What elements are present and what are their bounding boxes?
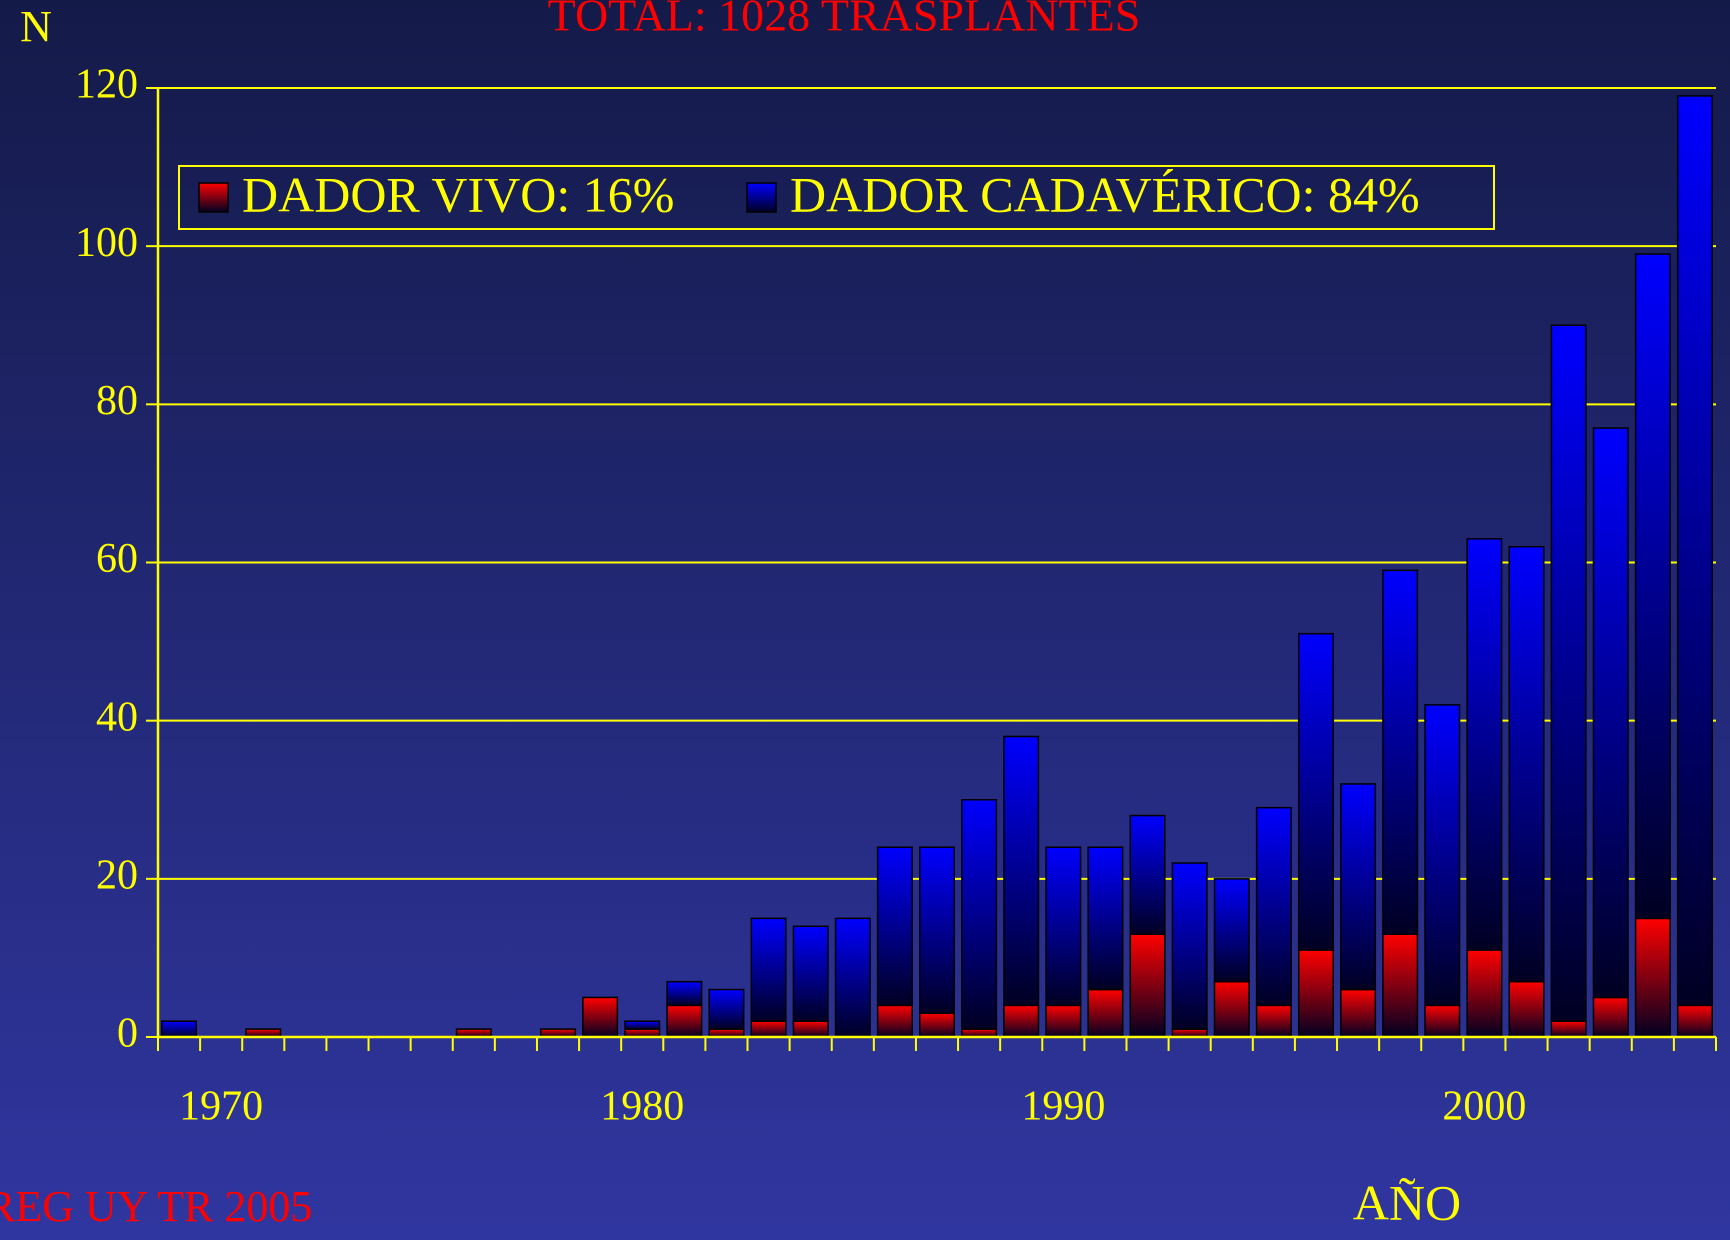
- bar-segment: [1550, 324, 1587, 1022]
- x-axis-label: AÑO: [1353, 1174, 1461, 1230]
- bar-segment: [1003, 1004, 1040, 1038]
- bar-segment: [918, 846, 956, 1015]
- bar-segment: [1424, 704, 1461, 1007]
- bar-segment: [1045, 846, 1082, 1007]
- bar-segment: [1466, 949, 1503, 1038]
- bar-segment: [1508, 545, 1545, 983]
- bar-segment: [666, 1004, 703, 1038]
- bar-segment: [876, 846, 913, 1007]
- x-tick-label: 1970: [179, 1084, 263, 1130]
- x-tick-label: 1990: [1021, 1084, 1105, 1130]
- bar-segment: [792, 925, 829, 1022]
- bar-segment: [1297, 949, 1334, 1038]
- bar-segment: [708, 988, 745, 1030]
- bar-segment: [750, 917, 787, 1022]
- y-tick-label: 80: [96, 378, 138, 424]
- y-tick-label: 20: [96, 852, 138, 898]
- bar-segment: [1255, 806, 1292, 1007]
- bar-segment: [1634, 917, 1671, 1038]
- bar-segment: [1045, 1004, 1082, 1038]
- bar-segment: [876, 1004, 913, 1038]
- bar-segment: [1382, 933, 1419, 1038]
- y-axis-label: N: [20, 2, 52, 51]
- bar-segment: [1340, 988, 1377, 1038]
- bar-segment: [1087, 846, 1124, 991]
- legend-label: DADOR CADAVÉRICO: 84%: [790, 166, 1420, 222]
- bar-segment: [1129, 933, 1166, 1038]
- bar-segment: [918, 1012, 956, 1038]
- bar-segment: [666, 980, 703, 1007]
- x-tick-label: 2000: [1442, 1084, 1526, 1130]
- bar-segment: [161, 1020, 198, 1038]
- bar-segment: [1592, 996, 1629, 1038]
- source-note: REG UY TR 2005: [0, 1182, 312, 1231]
- bar-segment: [1592, 427, 1629, 999]
- bar-segment: [1255, 1004, 1292, 1038]
- bar-segment: [1634, 253, 1671, 920]
- bar-segment: [834, 917, 871, 1038]
- legend-box: [178, 165, 1495, 230]
- bar-segment: [1003, 735, 1040, 1007]
- bar-segment: [1466, 538, 1503, 951]
- legend-swatch: [746, 182, 777, 213]
- bar-segment: [1424, 1004, 1461, 1038]
- bar-segment: [1297, 632, 1334, 951]
- bar-segment: [1340, 783, 1377, 991]
- bar-segment: [1213, 980, 1250, 1038]
- bar-segment: [1129, 814, 1166, 935]
- bar-segment: [1171, 862, 1208, 1030]
- bar-segment: [1508, 980, 1545, 1038]
- bar-segment: [1213, 878, 1250, 983]
- y-tick-label: 40: [96, 694, 138, 740]
- y-tick-label: 60: [96, 536, 138, 582]
- y-tick-label: 0: [117, 1011, 138, 1057]
- bar-segment: [624, 1020, 661, 1030]
- bar-segment: [961, 799, 998, 1030]
- bar-segment: [792, 1020, 829, 1038]
- bar-segment: [1550, 1020, 1587, 1038]
- y-tick-label: 100: [75, 220, 138, 266]
- bar-segment: [1676, 1004, 1713, 1038]
- bar-segment: [582, 996, 619, 1038]
- bar-segment: [1676, 95, 1713, 1007]
- bar-segment: [1382, 569, 1419, 935]
- legend-label: DADOR VIVO: 16%: [242, 166, 674, 222]
- legend-swatch: [198, 182, 229, 213]
- x-tick-label: 1980: [600, 1084, 684, 1130]
- y-tick-label: 120: [75, 62, 138, 108]
- bar-segment: [750, 1020, 787, 1038]
- bar-segment: [1087, 988, 1124, 1038]
- chart-title: TOTAL: 1028 TRASPLANTES: [548, 0, 1141, 41]
